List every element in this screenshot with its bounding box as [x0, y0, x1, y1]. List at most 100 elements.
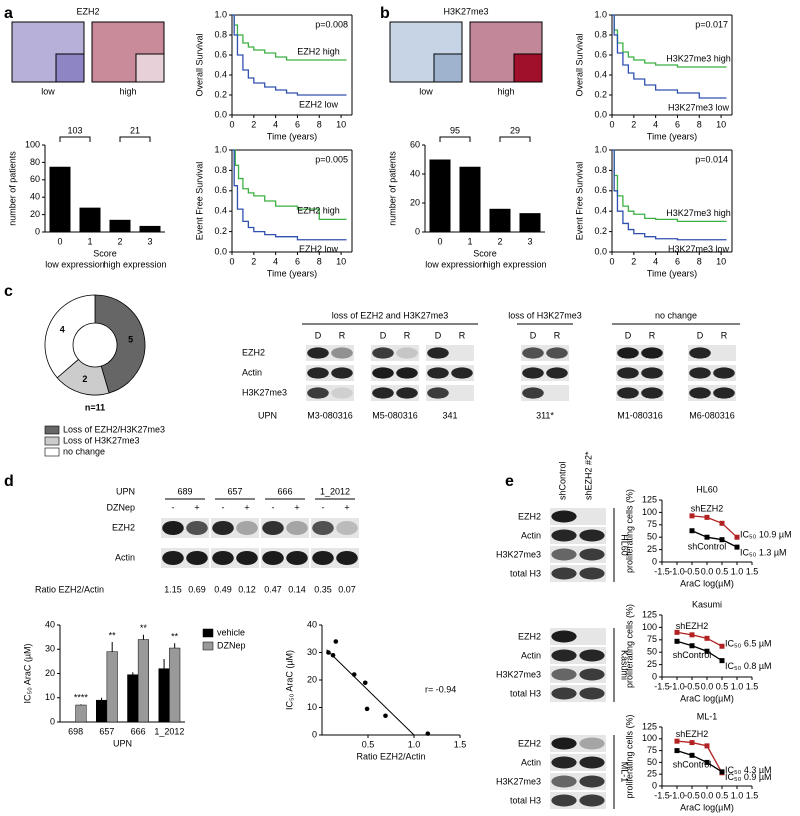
blot-band	[336, 521, 358, 535]
x-tick-label: 0.0	[701, 681, 714, 691]
blot-band	[307, 347, 329, 359]
lane-label: D	[435, 330, 442, 340]
x-tick-label: 4	[273, 119, 278, 129]
y-tick-label: 40	[45, 619, 55, 629]
blot-strip	[578, 628, 606, 645]
significance: **	[140, 623, 148, 633]
blot-band	[551, 737, 577, 750]
x-tick-label: 0	[609, 256, 614, 266]
lane-label: R	[459, 330, 466, 340]
y-tick-label: 100	[642, 733, 657, 743]
slice-label: 4	[60, 324, 65, 334]
lane-label: D	[625, 330, 632, 340]
x-tick-label: 2	[117, 236, 122, 246]
group-total: 95	[450, 125, 460, 135]
y-tick-label: 0	[652, 671, 657, 681]
blot-band	[579, 567, 605, 580]
x-tick-label: -1.0	[669, 566, 685, 576]
blot-band	[372, 387, 394, 399]
blot-row-label: Actin	[242, 367, 262, 377]
x-tick-label: 10	[716, 119, 726, 129]
legend-label: no change	[63, 446, 105, 456]
blot-band	[546, 347, 568, 359]
ic50-label: IC₅₀ 10.9 µM	[740, 530, 792, 540]
group-title: loss of EZH2 and H3K27me3	[332, 310, 449, 320]
x-tick-label: 1.5	[746, 681, 759, 691]
y-tick-label: 0.8	[214, 165, 227, 175]
micrograph-inset	[135, 53, 165, 83]
bar	[459, 166, 481, 232]
annotation: p=0.014	[695, 154, 728, 164]
y-tick-label: 1.0	[594, 144, 607, 154]
x-axis-label: Time (years)	[647, 131, 697, 141]
series-line	[612, 149, 727, 223]
x-tick-label: 657	[99, 726, 114, 736]
group-title: loss of H3K27me3	[508, 310, 582, 320]
bar	[169, 647, 181, 723]
sample-label: 657	[227, 486, 242, 496]
blot-strip	[330, 385, 354, 401]
blot-band	[689, 367, 711, 379]
blot-strip	[578, 735, 606, 752]
series-line	[232, 14, 347, 96]
y-tick-label: 40	[307, 619, 317, 629]
group-label: high expression	[483, 259, 546, 269]
x-tick-label: 1.5	[454, 739, 467, 749]
y-tick-label: 0.0	[214, 246, 227, 256]
series-line	[612, 14, 727, 68]
y-tick-label: 0.2	[594, 89, 607, 99]
series-line	[232, 14, 347, 61]
blot-band	[617, 367, 639, 379]
y-tick-label: 0	[415, 226, 420, 236]
ratio-value: 0.49	[214, 584, 232, 594]
y-tick-label: 25	[647, 769, 657, 779]
treatment-sign: +	[344, 502, 349, 512]
blot-band	[331, 367, 353, 379]
x-tick-label: 698	[68, 726, 83, 736]
blot-band	[262, 551, 284, 565]
series-label: H3K27me3 high	[666, 53, 731, 63]
series-label: H3K27me3 high	[666, 208, 731, 218]
blot-band	[286, 551, 308, 565]
x-tick-label: 1_2012	[154, 726, 184, 736]
treatment-sign: -	[172, 502, 175, 512]
y-tick-label: 75	[647, 745, 657, 755]
x-tick-label: 0.5	[716, 566, 729, 576]
x-tick-label: 0.5	[362, 739, 375, 749]
blot-band	[641, 347, 663, 359]
y-tick-label: 0.6	[214, 49, 227, 59]
y-axis-label: Overall Survival	[194, 33, 204, 96]
blot-band	[372, 367, 394, 379]
x-tick-label: 8	[317, 256, 322, 266]
x-tick-label: 3	[527, 236, 532, 246]
y-axis-label: IC₅₀ AraC (µM)	[284, 650, 294, 710]
blot-band	[579, 649, 605, 662]
blot-band	[212, 551, 234, 565]
y-axis-label: IC₅₀ AraC (µM)	[22, 643, 32, 703]
x-tick-label: 8	[317, 119, 322, 129]
series-line	[612, 149, 727, 241]
x-tick-label: 1.5	[746, 790, 759, 800]
blot-strip	[545, 385, 569, 401]
annotation: p=0.017	[695, 19, 728, 29]
legend-swatch	[44, 447, 60, 457]
blot-row-label: total H3	[510, 568, 541, 578]
panel-label: e	[505, 473, 514, 490]
series-label: H3K27me3 low	[668, 244, 730, 254]
y-tick-label: 0.4	[214, 69, 227, 79]
treatment-sign: +	[194, 502, 199, 512]
legend-label: vehicle	[217, 627, 245, 637]
series-label: shEZH2	[676, 729, 709, 739]
ic50-label: IC₅₀ 4.3 µM	[725, 765, 772, 775]
x-tick-label: -1.5	[654, 566, 670, 576]
legend-swatch	[44, 436, 60, 446]
blot-row-label: Actin	[521, 757, 541, 767]
x-tick-label: 0.5	[716, 681, 729, 691]
blot-band	[579, 794, 605, 807]
y-tick-label: 20	[307, 674, 317, 684]
y-tick-label: 0	[652, 556, 657, 566]
cell-label: Kasumi	[620, 650, 630, 680]
x-tick-label: 0.5	[716, 790, 729, 800]
y-axis-label: proliferating cells (%)	[624, 714, 634, 798]
ratio-value: 0.12	[238, 584, 256, 594]
